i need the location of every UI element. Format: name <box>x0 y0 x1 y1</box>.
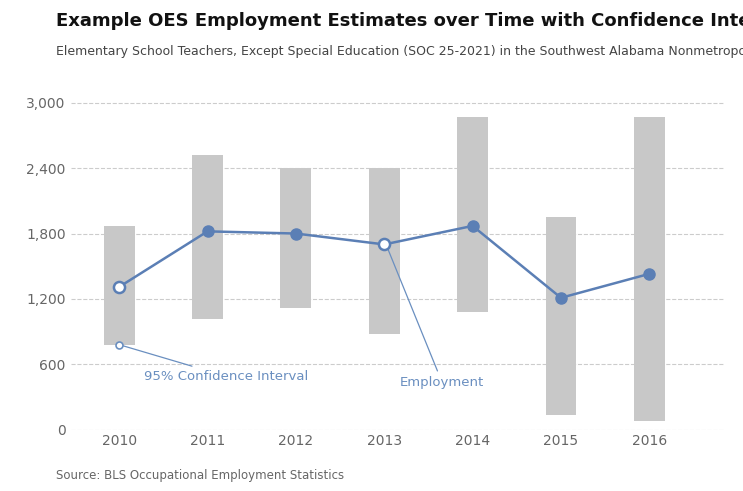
Text: Elementary School Teachers, Except Special Education (SOC 25-2021) in the Southw: Elementary School Teachers, Except Speci… <box>56 45 743 58</box>
Bar <box>457 117 488 312</box>
Text: 95% Confidence Interval: 95% Confidence Interval <box>122 346 308 383</box>
Bar <box>104 226 134 345</box>
Text: Employment: Employment <box>387 247 484 389</box>
Bar <box>192 155 223 319</box>
Bar <box>634 117 665 421</box>
Text: Example OES Employment Estimates over Time with Confidence Intervals: Example OES Employment Estimates over Ti… <box>56 12 743 30</box>
Bar <box>369 168 400 334</box>
Bar <box>545 217 577 415</box>
Text: Source: BLS Occupational Employment Statistics: Source: BLS Occupational Employment Stat… <box>56 469 344 482</box>
Bar <box>280 168 311 307</box>
